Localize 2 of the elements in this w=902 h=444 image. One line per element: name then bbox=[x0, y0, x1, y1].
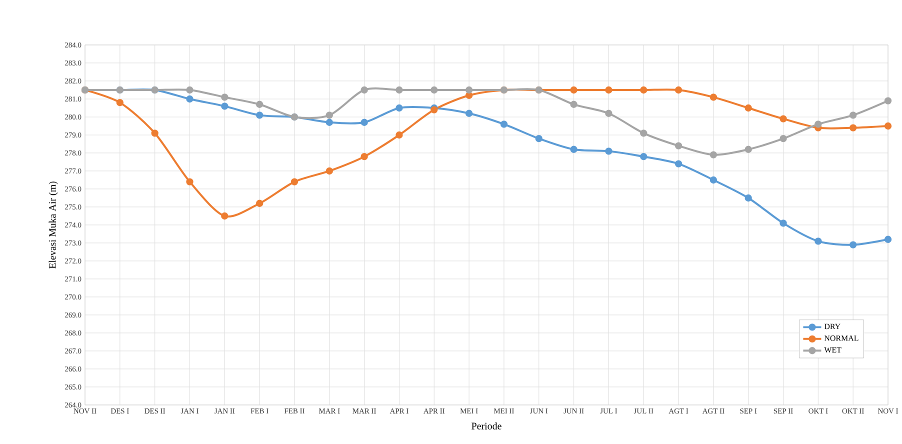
x-axis-title: Periode bbox=[472, 422, 502, 430]
y-axis-title: Elevasi Muka Air (m) bbox=[48, 182, 58, 269]
